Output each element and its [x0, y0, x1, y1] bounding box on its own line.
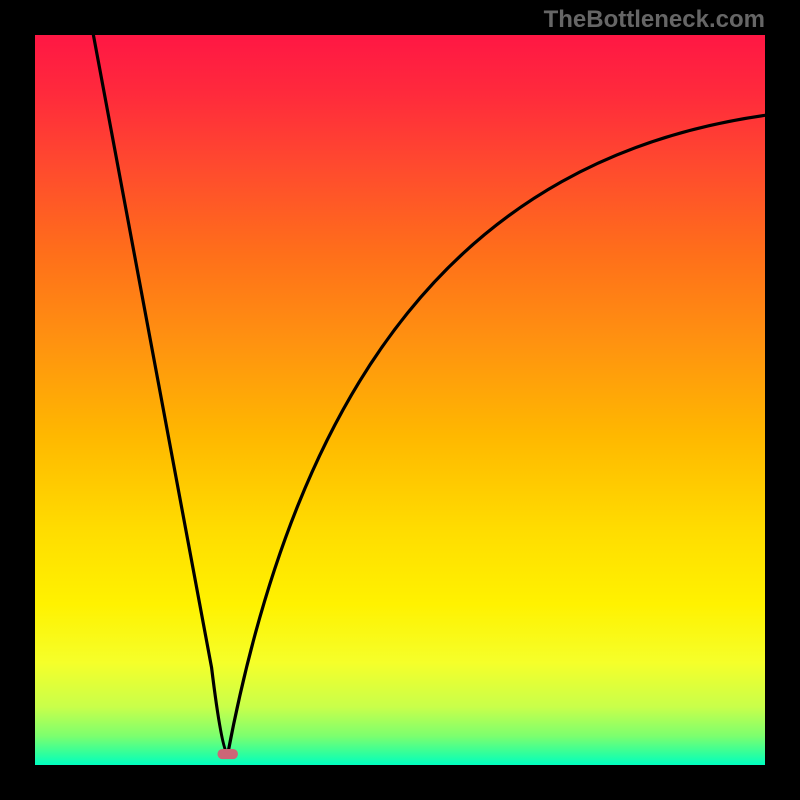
optimal-marker: [218, 749, 238, 759]
gradient-background: [35, 35, 765, 765]
watermark-text: TheBottleneck.com: [544, 6, 765, 34]
plot-area: [35, 35, 765, 765]
chart-canvas: TheBottleneck.com: [0, 0, 800, 800]
chart-svg: [35, 35, 765, 765]
